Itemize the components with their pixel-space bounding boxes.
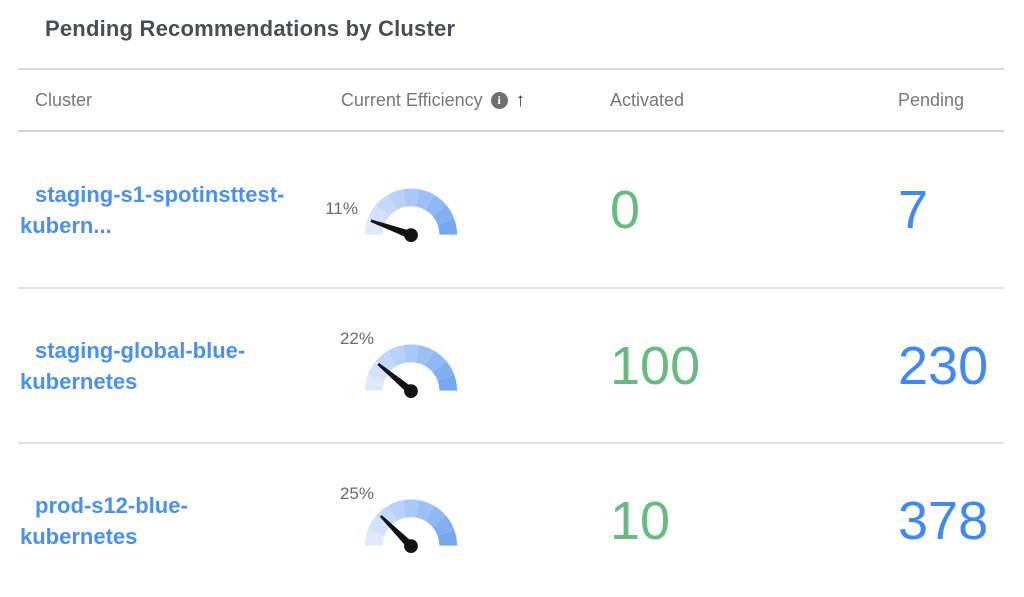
table-row: prod-s12-blue-kubernetes 25% 10 378 xyxy=(18,442,1004,597)
widget-title: Pending Recommendations by Cluster xyxy=(45,16,456,41)
activated-value: 100 xyxy=(610,335,701,396)
recommendations-table: Cluster Current Efficiency i ↑ Activated… xyxy=(18,68,1004,597)
column-header-activated[interactable]: Activated xyxy=(610,89,685,110)
table-header-row: Cluster Current Efficiency i ↑ Activated… xyxy=(18,70,1004,132)
efficiency-gauge: 22% xyxy=(314,329,464,403)
gauge-percent-label: 22% xyxy=(339,328,374,348)
gauge-arc xyxy=(364,188,458,242)
pending-cell: 230 xyxy=(852,339,1004,393)
cluster-link[interactable]: prod-s12-blue-kubernetes xyxy=(20,492,188,549)
cluster-cell: staging-global-blue-kubernetes xyxy=(18,335,302,397)
cluster-cell: staging-s1-spotinsttest-kubern... xyxy=(18,179,302,241)
efficiency-gauge: 25% xyxy=(314,484,464,558)
sort-ascending-icon[interactable]: ↑ xyxy=(515,89,526,111)
pending-value: 7 xyxy=(898,179,929,240)
pending-value: 378 xyxy=(898,490,989,551)
column-header-efficiency-label: Current Efficiency xyxy=(340,89,483,110)
column-header-current-efficiency[interactable]: Current Efficiency i ↑ xyxy=(341,90,525,111)
table-row: staging-s1-spotinsttest-kubern... 11% 0 … xyxy=(18,132,1004,287)
activated-cell: 0 xyxy=(564,183,852,237)
cluster-link[interactable]: staging-global-blue-kubernetes xyxy=(20,337,246,394)
efficiency-cell: 22% xyxy=(302,289,564,442)
info-icon[interactable]: i xyxy=(490,91,508,109)
cluster-cell: prod-s12-blue-kubernetes xyxy=(18,490,302,552)
gauge-arc xyxy=(364,499,458,553)
column-header-cluster[interactable]: Cluster xyxy=(35,89,93,110)
pending-value: 230 xyxy=(898,335,989,396)
table-body: staging-s1-spotinsttest-kubern... 11% 0 … xyxy=(18,132,1004,597)
efficiency-cell: 25% xyxy=(302,444,564,597)
activated-value: 0 xyxy=(610,179,641,240)
efficiency-gauge: 11% xyxy=(314,173,464,247)
cluster-link[interactable]: staging-s1-spotinsttest-kubern... xyxy=(20,181,285,238)
activated-cell: 10 xyxy=(564,494,852,548)
pending-recommendations-widget: Pending Recommendations by Cluster Clust… xyxy=(0,16,1024,597)
pending-cell: 7 xyxy=(852,183,1004,237)
table-row: staging-global-blue-kubernetes 22% 100 2… xyxy=(18,287,1004,442)
gauge-percent-label: 11% xyxy=(325,198,358,218)
gauge-arc xyxy=(364,344,458,398)
column-header-pending[interactable]: Pending xyxy=(898,89,965,110)
activated-cell: 100 xyxy=(564,339,852,393)
efficiency-cell: 11% xyxy=(302,132,564,287)
gauge-percent-label: 25% xyxy=(339,483,374,503)
pending-cell: 378 xyxy=(852,494,1004,548)
activated-value: 10 xyxy=(610,490,671,551)
